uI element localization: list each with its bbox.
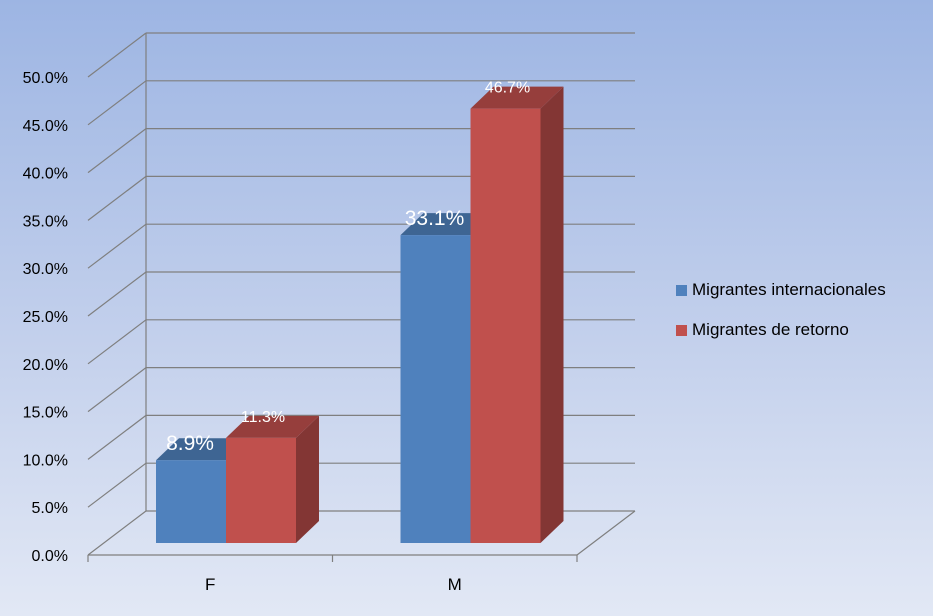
- data-label: 11.3%: [241, 409, 285, 426]
- legend-item-migrantes-internacionales: Migrantes internacionales: [676, 278, 886, 302]
- bar-top: [156, 438, 249, 461]
- y-tick-label: 10.0%: [23, 452, 68, 469]
- y-tick-label: 50.0%: [23, 70, 68, 87]
- grid-depth-line: [87, 175, 147, 221]
- y-tick-label: 25.0%: [23, 309, 68, 326]
- bar: [400, 235, 471, 543]
- grid-depth-line: [87, 462, 147, 508]
- grid-depth-line: [87, 32, 147, 78]
- x-tick-label: F: [205, 575, 215, 594]
- y-tick-label: 15.0%: [23, 405, 68, 422]
- y-tick-label: 35.0%: [23, 213, 68, 230]
- bar: [470, 108, 541, 543]
- legend-label: Migrantes internacionales: [692, 280, 886, 299]
- y-tick-label: 5.0%: [32, 500, 68, 517]
- data-label: 33.1%: [405, 207, 465, 230]
- grid-depth-line: [87, 319, 147, 365]
- legend-swatch-migrantes-de-retorno: [676, 324, 687, 336]
- grid-depth-line: [87, 367, 147, 413]
- grid-depth-line: [87, 80, 147, 126]
- grid-depth-line: [87, 271, 147, 317]
- legend: Migrantes internacionales Migrantes de r…: [676, 278, 886, 358]
- bar-side: [296, 415, 319, 543]
- grid-depth-line: [87, 510, 147, 556]
- bar-top: [470, 86, 564, 109]
- data-label: 8.9%: [166, 432, 214, 455]
- bar-top: [400, 213, 494, 236]
- bar-top: [226, 415, 319, 438]
- y-tick-label: 20.0%: [23, 357, 68, 374]
- floor-edge: [576, 510, 636, 556]
- y-tick-label: 45.0%: [23, 118, 68, 135]
- grid-depth-line: [87, 223, 147, 269]
- data-label: 46.7%: [485, 80, 530, 97]
- y-tick-label: 30.0%: [23, 261, 68, 278]
- y-tick-label: 0.0%: [32, 548, 68, 565]
- y-tick-label: 40.0%: [23, 166, 68, 183]
- bar-side: [540, 86, 564, 543]
- bar: [156, 460, 226, 543]
- legend-swatch-migrantes-internacionales: [676, 284, 687, 296]
- legend-label: Migrantes de retorno: [692, 320, 849, 339]
- grid-depth-line: [87, 414, 147, 460]
- bar: [226, 437, 296, 543]
- legend-item-migrantes-de-retorno: Migrantes de retorno: [676, 318, 886, 342]
- x-tick-label: M: [448, 575, 462, 594]
- grid-depth-line: [87, 128, 147, 174]
